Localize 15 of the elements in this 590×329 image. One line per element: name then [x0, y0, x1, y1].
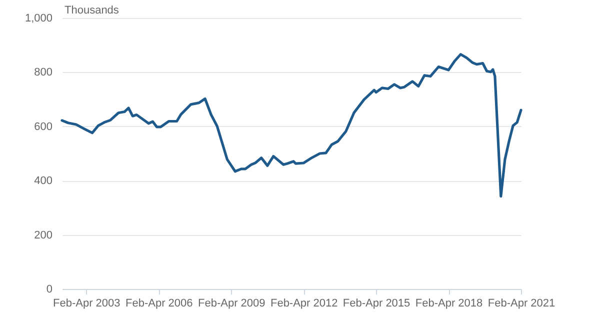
x-tick-label: Feb-Apr 2003 [53, 298, 120, 310]
x-tick-label: Feb-Apr 2021 [488, 298, 556, 310]
x-tick-label: Feb-Apr 2015 [342, 298, 410, 310]
y-axis-title: Thousands [64, 4, 120, 16]
y-tick-label: 0 [46, 284, 52, 296]
y-tick-label: 800 [34, 66, 52, 79]
y-tick-label: 400 [34, 175, 52, 188]
y-tick-label: 1,000 [24, 12, 52, 24]
line-series [60, 53, 522, 198]
y-tick-label: 600 [34, 120, 52, 133]
y-tick-label: 200 [34, 229, 52, 242]
x-tick-label: Feb-Apr 2012 [270, 298, 338, 310]
x-tick-label: Feb-Apr 2018 [415, 298, 483, 310]
x-tick-label: Feb-Apr 2006 [125, 298, 193, 310]
x-tick-label: Feb-Apr 2009 [198, 298, 266, 310]
